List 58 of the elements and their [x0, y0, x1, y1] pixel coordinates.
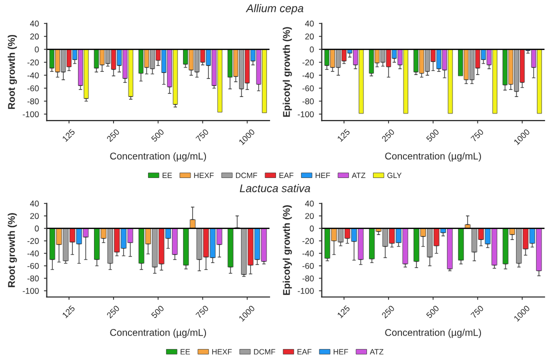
x-tick-label: 125	[62, 128, 76, 142]
y-tick-label: -80	[302, 98, 314, 104]
y-tick-label: 0	[34, 46, 39, 52]
y-tick-label: 40	[305, 20, 314, 26]
x-tick-label: 125	[62, 305, 76, 318]
x-tick-label: 125	[336, 128, 350, 142]
y-tick-label: -40	[302, 72, 314, 78]
x-tick-label: 750	[195, 128, 209, 142]
y-tick-label: -20	[27, 59, 39, 66]
y-tick-label: -100	[298, 111, 314, 118]
y-tick-label: 40	[30, 20, 39, 26]
x-axis-title: Concentration (µg/mL)	[385, 328, 481, 338]
x-tick-label: 500	[150, 305, 164, 319]
x-tick-label: 500	[426, 305, 440, 319]
x-tick-label: 250	[381, 128, 395, 142]
y-tick-label: 0	[34, 226, 39, 232]
x-tick-label: 750	[470, 128, 484, 142]
y-tick-label: -60	[27, 263, 39, 269]
y-axis-title: Epicotyl growth (%)	[282, 27, 292, 117]
y-tick-label: -40	[27, 72, 39, 78]
x-tick-label: 750	[470, 305, 484, 318]
y-tick-label: -20	[302, 238, 314, 244]
x-tick-label: 750	[195, 305, 209, 318]
x-axis-title: Concentration (µg/mL)	[110, 328, 206, 338]
y-tick-label: -40	[302, 250, 314, 256]
y-tick-label: 20	[30, 213, 39, 219]
x-tick-label: 250	[106, 305, 120, 318]
y-tick-label: 20	[305, 34, 314, 40]
x-tick-label: 500	[426, 128, 440, 142]
x-axis-title: Concentration (µg/mL)	[110, 152, 206, 162]
y-tick-label: 20	[305, 213, 314, 219]
chart-title: Allium cepa	[246, 4, 304, 14]
x-tick-label: 500	[150, 128, 164, 142]
y-tick-label: -60	[302, 263, 314, 269]
x-tick-label: 125	[336, 305, 350, 318]
y-tick-label: -100	[22, 111, 39, 118]
y-tick-label: 40	[30, 200, 39, 206]
x-tick-label: 250	[381, 305, 395, 318]
chart-title: Lactuca sativa	[240, 184, 310, 192]
y-tick-label: -40	[27, 250, 39, 256]
y-tick-label: -100	[298, 288, 314, 294]
y-tick-label: -80	[27, 275, 39, 282]
y-tick-label: 20	[30, 34, 39, 40]
y-tick-label: -60	[302, 85, 314, 92]
y-axis-title: Root growth (%)	[8, 213, 17, 288]
y-axis-title: Root growth (%)	[8, 34, 17, 109]
y-tick-label: -60	[27, 85, 39, 92]
y-tick-label: -80	[302, 275, 314, 282]
y-tick-label: 0	[310, 46, 314, 52]
y-tick-label: 0	[310, 226, 314, 232]
y-axis-title: Epicotyl growth (%)	[282, 205, 292, 295]
y-tick-label: -20	[27, 238, 39, 244]
y-tick-label: -20	[302, 59, 314, 66]
y-tick-label: -80	[27, 98, 39, 104]
x-tick-label: 250	[106, 128, 120, 142]
x-axis-title: Concentration (µg/mL)	[385, 152, 481, 162]
y-tick-label: 40	[305, 200, 314, 206]
y-tick-label: -100	[22, 288, 39, 294]
